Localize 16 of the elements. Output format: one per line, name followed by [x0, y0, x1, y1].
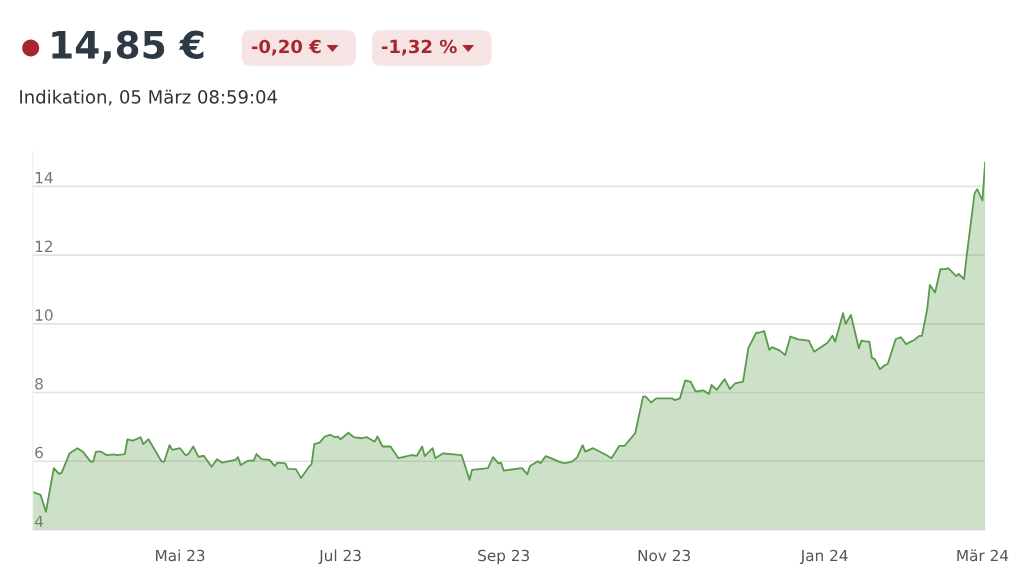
y-tick-label: 4	[34, 515, 44, 527]
y-tick-label: 8	[35, 378, 43, 390]
chart-subtitle: Indikation, 05 März 08:59:04	[20, 89, 278, 106]
chart-title: 14,85 €	[52, 30, 204, 64]
y-tick-label: 6	[35, 446, 43, 459]
x-tick-label: Mär 24	[957, 549, 1009, 562]
x-tick-label: Nov 23	[638, 549, 690, 562]
x-tick-label: Jul 23	[318, 549, 361, 565]
x-tick-label: Mai 23	[156, 549, 205, 562]
y-tick-label: 10	[35, 309, 53, 321]
x-tick-label: Jan 24	[799, 549, 848, 565]
x-tick-label: Sep 23	[478, 549, 529, 565]
y-tick-label: 12	[35, 240, 53, 252]
text: -0,20 €	[251, 39, 321, 56]
text: -1,32 %	[381, 39, 457, 56]
y-tick-label: 14	[35, 172, 53, 184]
